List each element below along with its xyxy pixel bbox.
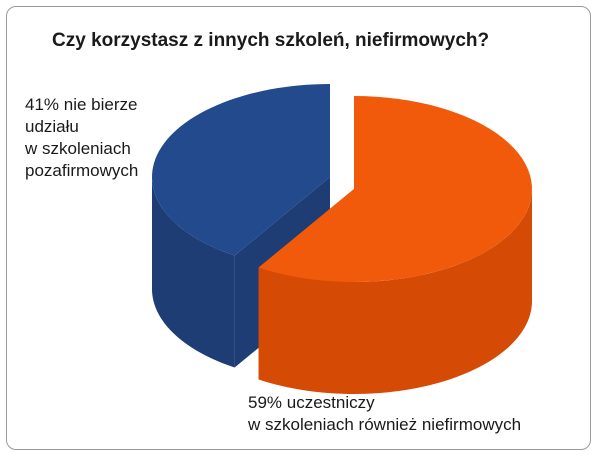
slice-label-line: 59% uczestniczy [248, 393, 375, 412]
chart-title: Czy korzystasz z innych szkoleń, niefirm… [52, 30, 490, 51]
slice-top-face [152, 84, 330, 256]
slice-side-wall [152, 177, 235, 368]
slice-label-not-participating: 41% nie bierze udziału w szkoleniach poz… [25, 94, 185, 182]
slice-label-line: pozafirmowych [25, 161, 139, 180]
slice-top-face [258, 96, 532, 282]
slice-label-line: w szkoleniach [25, 139, 131, 158]
slice-label-line: 41% nie bierze [25, 95, 138, 114]
slice-label-participating: 59% uczestniczy w szkoleniach również ni… [248, 392, 593, 436]
slice-label-line: w szkoleniach również niefirmowych [248, 415, 522, 434]
pie-slice-1 [258, 96, 532, 394]
slice-side-wall [258, 189, 532, 394]
pie-slice-0 [152, 84, 330, 368]
slice-label-line: udziału [25, 117, 79, 136]
